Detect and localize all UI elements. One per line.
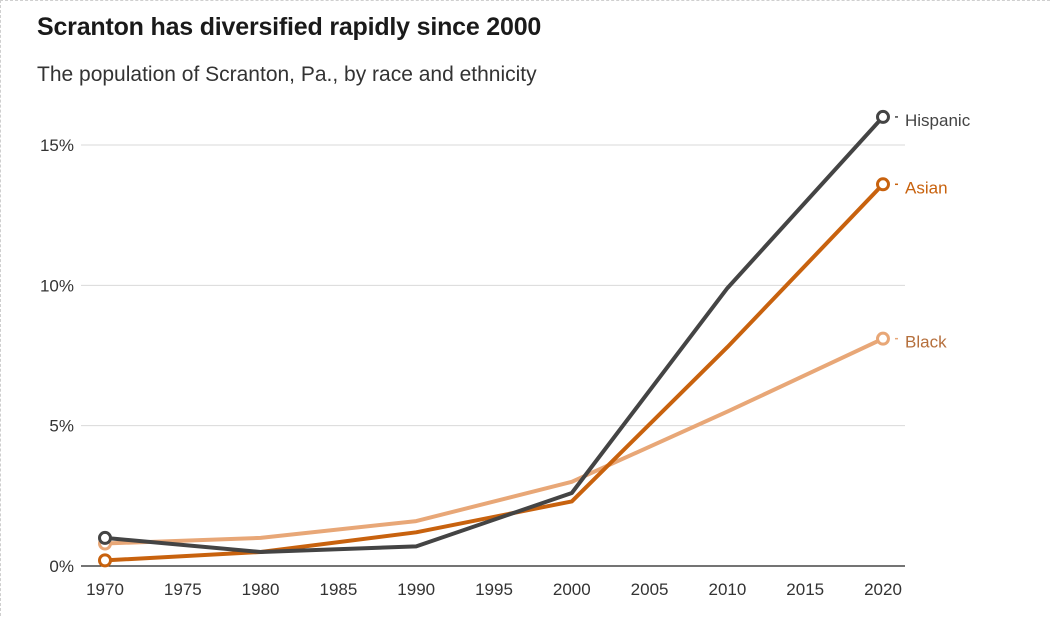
series-end-marker-asian: [876, 177, 890, 192]
series-start-marker-hispanic: [98, 530, 112, 545]
series-start-marker-asian: [98, 553, 112, 568]
chart-subtitle: The population of Scranton, Pa., by race…: [37, 63, 537, 86]
x-tick-label: 2015: [786, 580, 824, 599]
y-tick-label: 5%: [49, 417, 74, 436]
x-tick-label: 1995: [475, 580, 513, 599]
x-tick-label: 2020: [864, 580, 902, 599]
x-tick-label: 1975: [164, 580, 202, 599]
x-tick-label: 1985: [319, 580, 357, 599]
series-label-black: Black: [905, 333, 947, 352]
x-tick-label: 2000: [553, 580, 591, 599]
y-tick-label: 10%: [40, 276, 74, 295]
series-end-marker-hispanic: [876, 109, 890, 124]
series-line-asian: [103, 182, 885, 563]
series-line-hispanic: [103, 114, 885, 554]
x-tick-label: 1980: [242, 580, 280, 599]
chart-title: Scranton has diversified rapidly since 2…: [37, 13, 542, 41]
x-tick-label: 1970: [86, 580, 124, 599]
series-label-hispanic: Hispanic: [905, 111, 971, 130]
x-tick-label: 2005: [631, 580, 669, 599]
series-end-marker-black: [876, 331, 890, 346]
series-line-black: [103, 336, 885, 546]
series-label-asian: Asian: [905, 178, 948, 197]
y-tick-label: 0%: [49, 557, 74, 576]
x-tick-label: 2010: [708, 580, 746, 599]
y-tick-label: 15%: [40, 136, 74, 155]
x-tick-label: 1990: [397, 580, 435, 599]
